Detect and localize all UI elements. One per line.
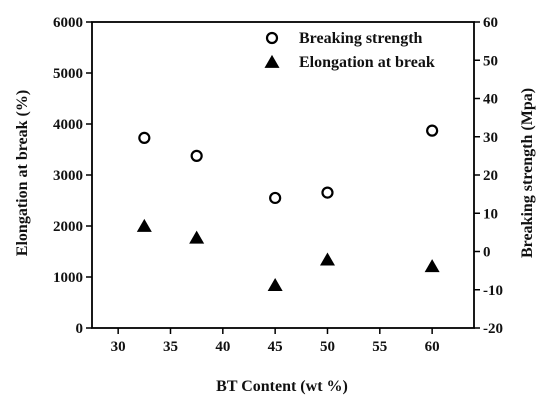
left-y-tick-label: 4000: [53, 117, 83, 133]
breaking-strength-point: [426, 124, 439, 137]
right-y-tick-label: 50: [483, 53, 498, 69]
x-tick-label: 55: [372, 339, 387, 355]
left-y-tick-label: 6000: [53, 15, 83, 31]
right-y-tick-label: -10: [483, 283, 503, 299]
breaking-strength-point: [138, 131, 151, 144]
x-axis: 30 35 40 45 50 55 60: [111, 328, 440, 355]
x-tick-label: 40: [215, 339, 230, 355]
left-y-axis: 0 1000 2000 3000 4000 5000 6000: [53, 15, 92, 337]
left-y-tick-label: 1000: [53, 270, 83, 286]
right-y-axis: -20 -10 0 10 20 30 40 50 60: [474, 15, 503, 337]
elongation-at-break-point: [136, 218, 152, 232]
elongation-at-break-point: [189, 230, 205, 244]
legend: Breaking strength Elongation at break: [264, 30, 435, 71]
x-tick-label: 50: [320, 339, 335, 355]
right-y-tick-label: 40: [483, 92, 498, 108]
x-axis-title: BT Content (wt %): [216, 378, 348, 395]
right-y-axis-title: Breaking strength (Mpa): [519, 88, 536, 258]
right-y-tick-label: -20: [483, 321, 503, 337]
elongation-at-break-legend-label: Elongation at break: [299, 54, 435, 71]
right-y-tick-label: 30: [483, 130, 498, 146]
breaking-strength-point: [321, 186, 334, 199]
right-y-tick-label: 60: [483, 15, 498, 31]
right-y-tick-label: 10: [483, 206, 498, 222]
x-tick-label: 45: [268, 339, 283, 355]
left-y-tick-label: 2000: [53, 219, 83, 235]
elongation-at-break-legend-marker: [264, 54, 280, 68]
x-tick-label: 30: [111, 339, 126, 355]
right-y-tick-label: 0: [483, 245, 491, 261]
breaking-strength-legend-marker: [265, 31, 279, 45]
left-y-axis-title: Elongation at break (%): [14, 90, 31, 256]
elongation-at-break-point: [267, 278, 283, 292]
x-tick-label: 35: [163, 339, 178, 355]
right-y-tick-label: 20: [483, 168, 498, 184]
breaking-strength-point: [190, 149, 203, 162]
left-y-tick-label: 5000: [53, 66, 83, 82]
left-y-tick-label: 3000: [53, 168, 83, 184]
x-tick-label: 60: [425, 339, 440, 355]
elongation-at-break-point: [319, 252, 335, 266]
data-marks: [136, 124, 440, 292]
breaking-strength-point: [269, 191, 282, 205]
breaking-strength-legend-label: Breaking strength: [299, 30, 423, 47]
left-y-tick-label: 0: [76, 321, 84, 337]
elongation-at-break-point: [424, 259, 440, 273]
